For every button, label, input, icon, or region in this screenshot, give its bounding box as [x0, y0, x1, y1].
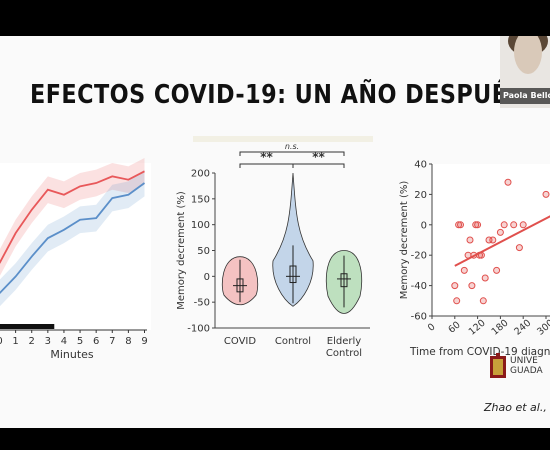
y-tick-label: 0	[421, 220, 427, 231]
y-tick-label: -100	[187, 324, 210, 335]
bottom-bar	[0, 428, 550, 450]
scatter-point	[466, 236, 474, 244]
plot-area	[432, 164, 550, 316]
y-tick-label: -60	[411, 312, 427, 323]
y-tick-label: 40	[414, 160, 427, 171]
y-axis-label: Memory decrement (%)	[176, 191, 187, 310]
y-tick-label: 200	[191, 169, 210, 180]
line-chart: 0123456789 Minutes	[0, 157, 151, 361]
scatter-point	[515, 244, 523, 252]
logo-text-line-2: GUADA	[510, 366, 543, 376]
scatter-point	[470, 251, 478, 259]
scatter-point	[474, 221, 482, 229]
scatter-point	[468, 282, 476, 290]
x-tick-label: 7	[109, 336, 115, 347]
category-label: COVID	[224, 336, 256, 347]
x-tick-label: 120	[467, 318, 488, 338]
scatter-point	[542, 190, 550, 198]
x-tick-label: 60	[446, 320, 462, 336]
presenter-name: Paola Bello	[500, 88, 550, 104]
box	[340, 273, 348, 288]
presenter-video-tile[interactable]: Paola Bello	[500, 36, 550, 108]
scatter-point	[496, 228, 504, 236]
x-tick-label: 6	[93, 336, 99, 347]
scatter-point	[489, 236, 497, 244]
category-label: Elderly	[327, 336, 361, 347]
y-tick-label: 50	[197, 246, 210, 257]
scatter-point	[460, 266, 468, 274]
significance-bracket	[292, 163, 345, 168]
x-tick-label: 8	[125, 336, 131, 347]
category-label: Control	[275, 336, 311, 347]
y-tick-label: 100	[191, 220, 210, 231]
scatter-point	[472, 221, 480, 229]
stimulus-bar	[0, 324, 55, 329]
y-tick-label: 0	[204, 272, 210, 283]
significance-label: **	[260, 150, 273, 164]
x-tick-label: 240	[512, 318, 533, 338]
scatter-chart: -60 -40 -20 0 20 40 0 60 120 180 240 300 Memory decr…	[399, 160, 550, 358]
scatter-point	[477, 251, 485, 259]
plot-area	[0, 163, 151, 330]
x-axis-label: Minutes	[50, 348, 94, 361]
significance-bracket	[239, 163, 294, 168]
y-axis-label: Memory decrement (%)	[399, 181, 410, 300]
y-tick-label: -40	[411, 281, 427, 292]
x-tick-label: 4	[61, 336, 67, 347]
scatter-point	[464, 251, 472, 259]
x-axis-label: Time from COVID-19 diagno	[409, 346, 550, 358]
scatter-point	[519, 221, 527, 229]
scatter-point	[476, 251, 483, 259]
scatter-point	[457, 221, 464, 229]
significance-label: **	[312, 150, 325, 164]
y-tick-label: -20	[411, 251, 427, 262]
y-tick-label: -50	[194, 298, 210, 309]
slide-title: EFECTOS COVID-19: UN AÑO DESPUÉS	[30, 80, 525, 110]
university-logo: UNIVE GUADA	[488, 350, 550, 384]
significance-label: n.s.	[285, 142, 299, 151]
presenter-face	[514, 36, 542, 74]
logo-text-line-1: UNIVE	[510, 356, 538, 366]
x-tick-label: 9	[141, 336, 147, 347]
x-tick-label: 5	[77, 336, 83, 347]
x-tick-label: 0	[0, 336, 3, 347]
scatter-point	[504, 178, 512, 186]
scatter-point	[481, 274, 489, 282]
violin-chart: -100 -50 0 50 100 150 200 Memory decrement (%) C…	[176, 136, 373, 359]
scatter-point	[451, 282, 459, 290]
citation: Zhao et al., 2	[484, 401, 550, 414]
confidence-band	[0, 157, 145, 276]
series-line	[0, 170, 145, 264]
header-strip	[193, 136, 373, 142]
violin-body	[272, 172, 314, 307]
x-tick-label: 300	[535, 318, 550, 338]
scatter-point	[510, 221, 518, 229]
x-tick-label: 1	[12, 336, 18, 347]
scatter-point	[479, 297, 487, 305]
x-tick-label: 2	[29, 336, 35, 347]
x-tick-label: 0	[426, 321, 438, 333]
box	[289, 265, 297, 284]
x-tick-label: 180	[490, 318, 511, 338]
scatter-point	[455, 221, 463, 229]
university-crest-icon	[490, 353, 506, 378]
scatter-point	[500, 221, 508, 229]
y-tick-label: 150	[191, 194, 210, 205]
y-tick-label: 20	[414, 190, 427, 201]
x-tick-label: 3	[45, 336, 51, 347]
scatter-point	[493, 266, 501, 274]
series-line	[0, 182, 146, 294]
category-label: Control	[326, 348, 362, 359]
significance-bracket	[239, 151, 345, 156]
scatter-point	[453, 297, 461, 305]
